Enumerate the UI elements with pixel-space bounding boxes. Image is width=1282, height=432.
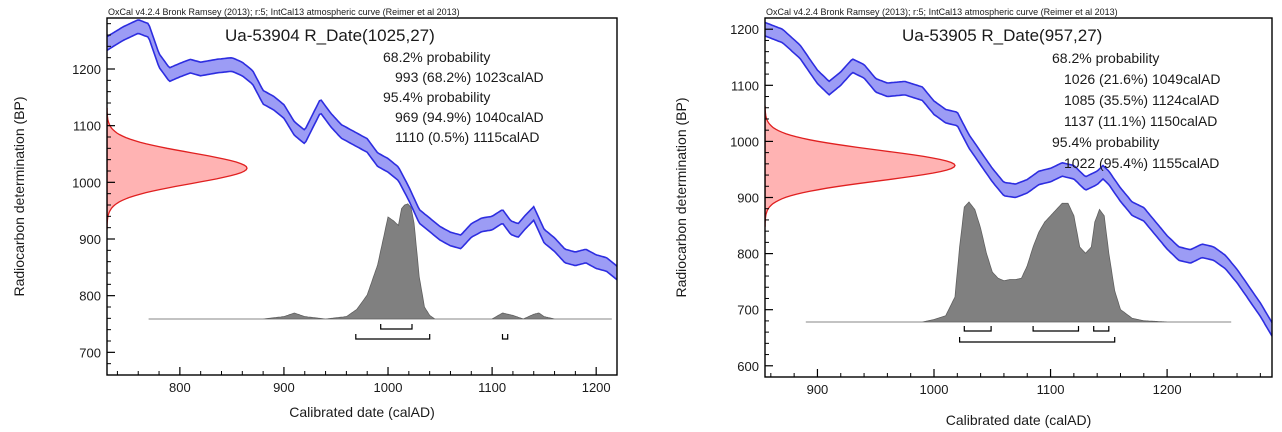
y-tick-label: 700 (79, 345, 101, 360)
x-axis-label: Calibrated date (calAD) (289, 404, 435, 420)
y-tick-label: 1100 (73, 119, 101, 134)
y-tick-label: 1200 (730, 22, 759, 37)
y-tick-label: 800 (737, 247, 759, 262)
x-tick-label: 1200 (582, 380, 611, 395)
y-tick-label: 1000 (730, 134, 759, 149)
y-tick-label: 800 (79, 289, 101, 304)
range-68-bracket (380, 324, 413, 330)
probability-summary-line: 1022 (95.4%) 1155calAD (1064, 155, 1219, 171)
range-95-bracket (355, 334, 431, 340)
probability-summary-line: 993 (68.2%) 1023calAD (395, 69, 544, 85)
probability-summary-line: 95.4% probability (383, 89, 490, 105)
calibration-curve-lower (107, 32, 617, 281)
calibration-chart-ua-53905: 900 1000 1100 1200 600 700 800 900 1000 1100 1200 O… (673, 7, 1273, 428)
probability-summary-line: 68.2% probability (383, 49, 490, 65)
calibration-curve-band (107, 20, 617, 280)
x-tick-label: 900 (807, 382, 829, 397)
x-tick-label: 1000 (374, 380, 403, 395)
x-tick-label: 1000 (920, 382, 949, 397)
radiocarbon-determination-distribution (765, 105, 956, 227)
probability-summary-line: 969 (94.9%) 1040calAD (395, 109, 544, 125)
plot-area (107, 19, 617, 340)
calibrated-date-distribution (148, 203, 612, 320)
y-tick-label: 1200 (72, 62, 101, 77)
y-tick-label: 900 (79, 232, 101, 247)
plot-frame (106, 17, 618, 376)
chart-title: Ua-53904 R_Date(1025,27) (225, 26, 435, 45)
x-axis-label: Calibrated date (calAD) (946, 412, 1092, 428)
y-tick-label: 1000 (72, 175, 101, 190)
calibrated-date-distribution (805, 201, 1232, 323)
y-axis-label: Radiocarbon determination (BP) (673, 98, 689, 298)
plot-area (765, 21, 1272, 343)
software-header: OxCal v4.2.4 Bronk Ramsey (2013); r:5; I… (108, 7, 460, 17)
calibration-curve-lower (765, 35, 1272, 337)
y-tick-label: 600 (737, 359, 759, 374)
range-95-bracket (959, 337, 1116, 343)
probability-summary-line: 95.4% probability (1052, 134, 1159, 150)
calibration-curve-upper (765, 21, 1272, 324)
y-tick-label: 1100 (731, 78, 759, 93)
x-tick-label: 800 (169, 380, 191, 395)
probability-summary-line: 1110 (0.5%) 1115calAD (395, 129, 540, 145)
probability-summary-line: 1137 (11.1%) 1150calAD (1064, 113, 1217, 129)
x-tick-label: 1100 (1037, 382, 1065, 397)
chart-title: Ua-53905 R_Date(957,27) (902, 26, 1102, 45)
y-tick-label: 900 (737, 191, 759, 206)
probability-summary-line: 68.2% probability (1052, 50, 1159, 66)
y-axis-label: Radiocarbon determination (BP) (11, 97, 27, 297)
calibration-chart-ua-53904: 800 900 1000 1100 1200 700 800 900 1000 1100 1200 O… (11, 7, 618, 420)
probability-summary-line: 1026 (21.6%) 1049calAD (1064, 71, 1220, 87)
radiocarbon-determination-distribution (107, 107, 248, 230)
range-95-bracket (501, 334, 509, 340)
range-68-bracket (963, 326, 992, 332)
range-68-bracket (1093, 326, 1110, 332)
probability-summary-line: 1085 (35.5%) 1124calAD (1064, 92, 1219, 108)
y-tick-label: 700 (737, 303, 759, 318)
range-68-bracket (1032, 326, 1080, 332)
x-tick-label: 900 (273, 380, 295, 395)
x-tick-label: 1200 (1153, 382, 1182, 397)
x-tick-label: 1100 (478, 380, 506, 395)
software-header: OxCal v4.2.4 Bronk Ramsey (2013); r:5; I… (766, 7, 1118, 17)
calibration-curve-upper (107, 19, 617, 267)
